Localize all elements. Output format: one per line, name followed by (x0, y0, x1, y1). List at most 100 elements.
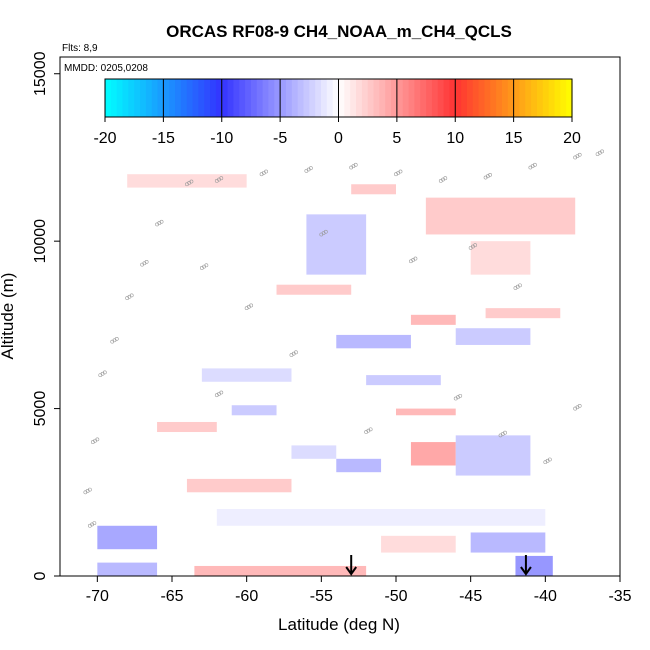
colorbar-swatch (367, 79, 375, 117)
colorbar-swatch (157, 79, 164, 117)
heatmap-cell (351, 184, 396, 195)
heatmap-cell (455, 435, 531, 476)
colorbar-swatch (478, 79, 486, 117)
x-tick-label: -65 (160, 588, 183, 605)
heatmap-cell (470, 532, 546, 553)
colorbar-swatch (250, 79, 258, 117)
heatmap-cell (306, 214, 367, 275)
y-tick-label: 15000 (32, 51, 49, 96)
x-tick-label: -60 (235, 588, 258, 605)
dates-note: MMDD: 0205,0208 (64, 63, 148, 74)
colorbar-swatch (315, 79, 322, 117)
plot-frame (59, 56, 621, 577)
flight-track-point (577, 404, 582, 408)
heatmap-cell (336, 458, 382, 473)
colorbar-swatch (443, 79, 451, 117)
colorbar-swatch (210, 79, 217, 117)
heatmap-cell (410, 314, 456, 325)
flight-track-point (294, 350, 298, 355)
colorbar-swatch (163, 79, 170, 117)
x-axis-label: Latitude (deg N) (278, 615, 400, 634)
x-axis: -70 -65 -60 -55 -50 -45 -40 -35 (86, 576, 632, 605)
colorbar-swatch (192, 79, 199, 117)
flight-track-point (264, 169, 268, 174)
colorbar-swatch (536, 79, 544, 117)
flight-arrows (345, 555, 532, 576)
colorbar-swatch (373, 79, 380, 117)
colorbar-swatch (110, 79, 118, 117)
y-tick-label: 0 (32, 571, 49, 580)
colorbar-swatch (221, 79, 229, 117)
colorbar-tick-label: -5 (273, 130, 287, 147)
colorbar-swatch (303, 79, 310, 117)
colorbar-swatch (262, 79, 270, 117)
colorbar-swatch (227, 79, 235, 117)
colorbar-swatch (233, 79, 240, 117)
colorbar-swatch (431, 79, 439, 117)
colorbar-swatch (239, 79, 246, 117)
colorbar-tick-label: -15 (152, 130, 175, 147)
arrow-marker (345, 555, 358, 576)
x-tick-label: -50 (384, 588, 407, 605)
flight-track-point (518, 283, 522, 288)
colorbar-tick-label: -20 (93, 130, 116, 147)
flight-track-point (249, 303, 254, 308)
colorbar-swatch (175, 79, 182, 117)
colorbar-swatch (391, 79, 398, 117)
colorbar-swatch (122, 79, 129, 117)
colorbar-swatch (513, 79, 521, 117)
colorbar-swatch (280, 79, 287, 117)
colorbar-swatch (186, 79, 194, 117)
heatmap-cell (127, 174, 247, 188)
colorbar-swatch (396, 79, 404, 117)
flight-track-point (144, 260, 149, 264)
flight-track-point (219, 390, 224, 395)
heatmap-cell (276, 284, 352, 295)
colorbar-swatch (256, 79, 264, 117)
colorbar-swatch (496, 79, 503, 117)
y-axis: 0 5000 10000 15000 (32, 51, 60, 580)
colorbar-swatch (285, 79, 293, 117)
colorbar-swatch (320, 79, 328, 117)
flight-track-points (83, 149, 604, 528)
colorbar-swatch (116, 79, 124, 117)
flight-track-point (532, 162, 537, 167)
heatmap-cell (157, 421, 217, 433)
flight-track-point (204, 263, 209, 268)
colorbar-swatch (548, 79, 556, 117)
flight-track-point (159, 219, 164, 224)
y-tick-label: 5000 (32, 391, 49, 427)
colorbar-swatch (507, 79, 515, 117)
flight-track-point (577, 152, 582, 157)
flight-track-point (308, 166, 313, 171)
colorbar-swatch (484, 79, 491, 117)
colorbar-swatch (501, 79, 509, 117)
flight-track-point (95, 437, 100, 442)
flight-track-point (503, 430, 507, 435)
colorbar-swatch (379, 79, 386, 117)
colorbar-swatch (361, 79, 369, 117)
heatmap-cell (291, 445, 337, 459)
heatmap-cell (455, 328, 531, 345)
colorbar-swatch (525, 79, 532, 117)
colorbar-swatch (420, 79, 427, 117)
heatmap-cell (425, 197, 576, 235)
colorbar-swatch (554, 79, 561, 117)
flight-track-point (547, 457, 552, 462)
flight-track-point (219, 176, 224, 181)
y-tick-label: 10000 (32, 219, 49, 264)
colorbar-swatch (426, 79, 433, 117)
flight-track-point (473, 243, 478, 248)
heatmap-cell (216, 509, 546, 526)
heatmap-cell (97, 562, 158, 576)
flight-track-point (129, 293, 134, 298)
heatmap-cell (97, 525, 158, 550)
colorbar-swatch (105, 79, 112, 117)
colorbar-swatch (309, 79, 316, 117)
x-tick-label: -70 (86, 588, 109, 605)
flight-track-point (488, 172, 492, 177)
colorbar-swatch (274, 79, 281, 117)
colorbar-swatch (402, 79, 410, 117)
colorbar-swatch (560, 79, 567, 117)
colorbar-swatch (338, 79, 345, 117)
